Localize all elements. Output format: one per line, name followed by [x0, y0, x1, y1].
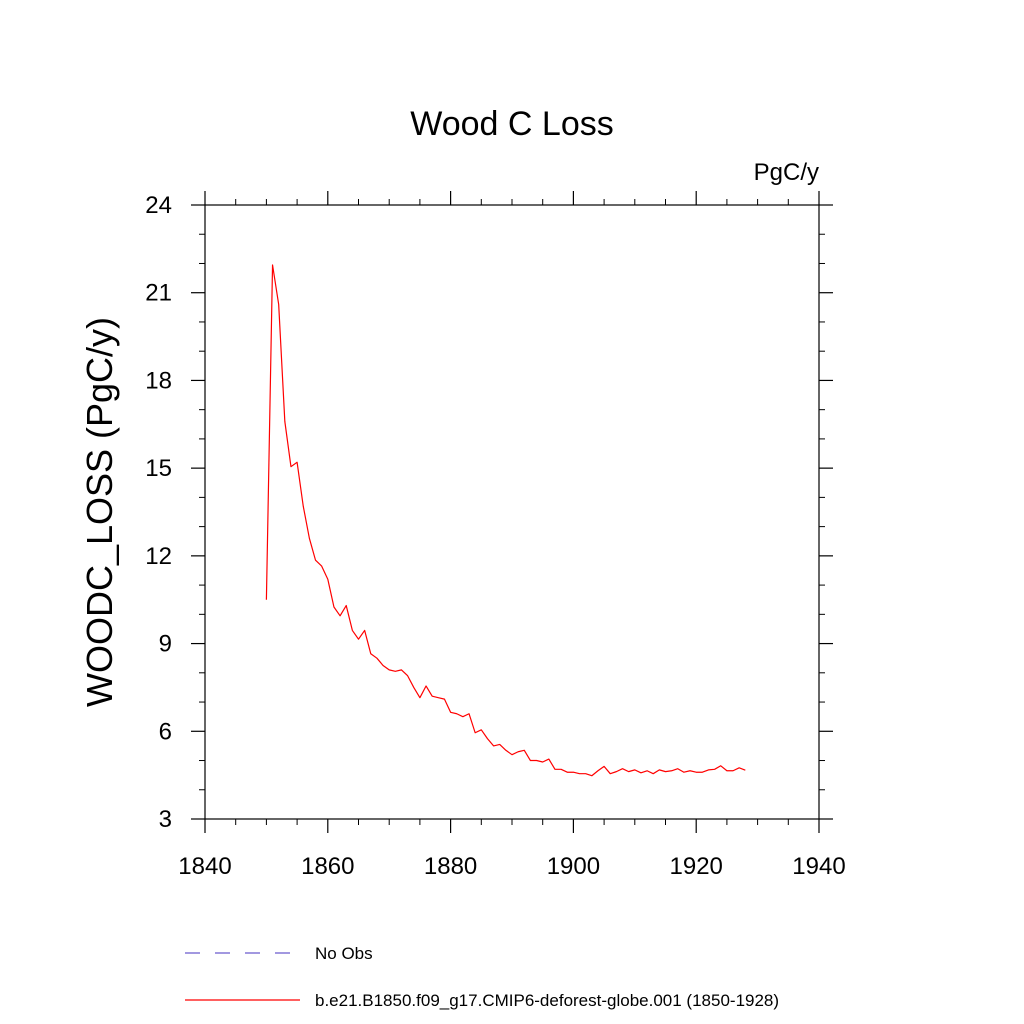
x-tick-label: 1880 — [424, 853, 477, 880]
y-tick-label: 6 — [159, 718, 172, 745]
y-tick-label: 21 — [145, 280, 172, 307]
y-tick-label: 15 — [145, 455, 172, 482]
chart-title: Wood C Loss — [410, 105, 613, 143]
y-tick-label: 3 — [159, 806, 172, 833]
y-tick-labels: 3 6 9 12 15 18 21 24 — [145, 192, 172, 833]
y-axis-label: WOODC_LOSS (PgC/y) — [79, 317, 120, 707]
y-tick-label: 12 — [145, 543, 172, 570]
x-tick-label: 1940 — [792, 853, 845, 880]
y-tick-label: 9 — [159, 631, 172, 658]
legend-label: b.e21.B1850.f09_g17.CMIP6-deforest-globe… — [315, 991, 779, 1010]
legend-label: No Obs — [315, 944, 373, 963]
legend-item: No Obs — [185, 944, 373, 963]
x-tick-labels: 1840 1860 1880 1900 1920 1940 — [178, 853, 845, 880]
units-label: PgC/y — [754, 159, 819, 186]
plot-frame — [204, 204, 820, 820]
y-tick-label: 24 — [145, 192, 172, 219]
legend-item: b.e21.B1850.f09_g17.CMIP6-deforest-globe… — [185, 991, 779, 1010]
series-line-1 — [265, 264, 746, 777]
x-tick-label: 1840 — [178, 853, 231, 880]
legend: No Obs b.e21.B1850.f09_g17.CMIP6-deforest… — [185, 944, 779, 1010]
x-tick-label: 1920 — [670, 853, 723, 880]
x-tick-label: 1900 — [547, 853, 600, 880]
series-layer — [265, 264, 746, 777]
axis-ticks — [191, 191, 833, 833]
y-tick-label: 18 — [145, 367, 172, 394]
x-tick-label: 1860 — [301, 853, 354, 880]
